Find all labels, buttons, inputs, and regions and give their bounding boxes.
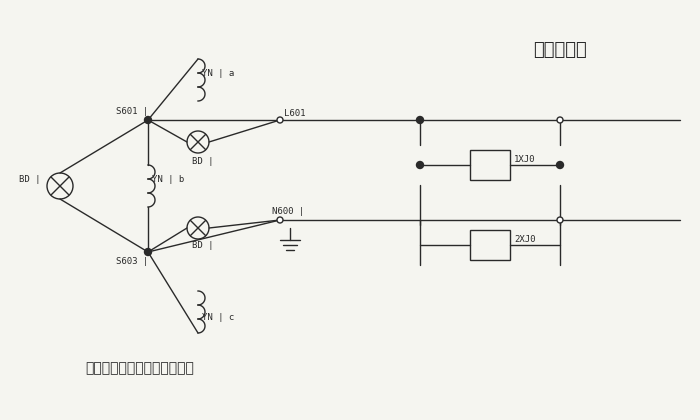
- Text: 1XJ0: 1XJ0: [514, 155, 536, 164]
- Circle shape: [144, 116, 151, 123]
- Text: YN | a: YN | a: [202, 69, 234, 78]
- Text: S603 |: S603 |: [116, 257, 148, 266]
- Text: BD |: BD |: [192, 241, 214, 250]
- Circle shape: [277, 217, 283, 223]
- Circle shape: [416, 116, 424, 123]
- Text: BD |: BD |: [19, 175, 41, 184]
- Text: YN | c: YN | c: [202, 313, 234, 322]
- Text: N600 |: N600 |: [272, 207, 304, 216]
- Circle shape: [277, 117, 283, 123]
- Circle shape: [557, 217, 563, 223]
- Text: BD |: BD |: [192, 157, 214, 166]
- Bar: [470, 230, 510, 260]
- Circle shape: [144, 249, 151, 255]
- Circle shape: [556, 162, 564, 168]
- Circle shape: [557, 117, 563, 123]
- Circle shape: [416, 162, 424, 168]
- Text: 2XJ0: 2XJ0: [514, 235, 536, 244]
- Text: YN | b: YN | b: [152, 175, 184, 184]
- Text: L601: L601: [284, 109, 305, 118]
- Text: S601 |: S601 |: [116, 107, 148, 116]
- Bar: [470, 150, 510, 180]
- Text: 零序电压保护二次电压回路图: 零序电压保护二次电压回路图: [85, 361, 195, 375]
- Text: 电容器保护: 电容器保护: [533, 41, 587, 59]
